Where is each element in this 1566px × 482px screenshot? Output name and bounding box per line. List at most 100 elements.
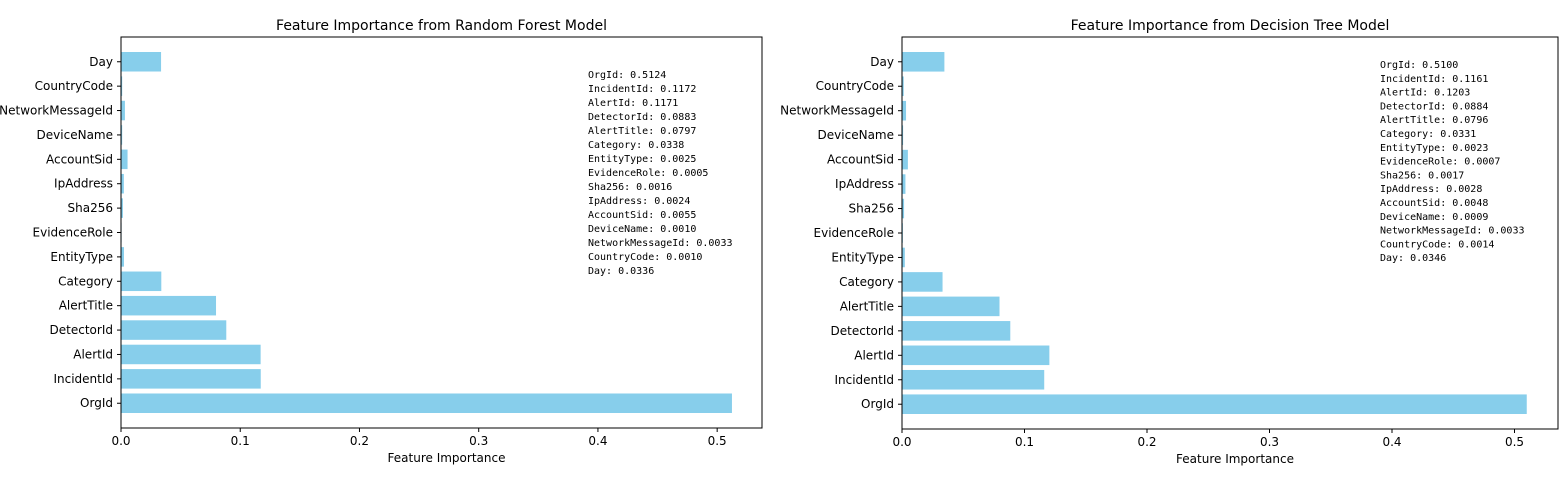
category-label: EntityType — [50, 250, 113, 264]
annotation-line: EntityType: 0.0025 — [588, 154, 696, 165]
annotation-line: Day: 0.0346 — [1380, 253, 1446, 264]
annotation-line: DeviceName: 0.0009 — [1380, 212, 1488, 223]
category-label: CountryCode — [816, 79, 894, 93]
x-tick-label: 0.4 — [588, 434, 607, 448]
annotation-line: Sha256: 0.0016 — [588, 182, 672, 193]
annotation-line: AccountSid: 0.0055 — [588, 210, 696, 221]
category-label: Sha256 — [849, 202, 894, 216]
bar-ipaddress — [902, 174, 906, 194]
category-label: IpAddress — [835, 177, 894, 191]
x-tick-label: 0.3 — [1260, 435, 1279, 449]
annotation-line: AccountSid: 0.0048 — [1380, 198, 1488, 209]
annotation-line: CountryCode: 0.0014 — [1380, 239, 1494, 250]
category-label: IpAddress — [54, 177, 113, 191]
bar-alerttitle — [121, 295, 217, 316]
category-label: Category — [839, 275, 894, 289]
bar-networkmessageid — [121, 100, 125, 121]
annotation-line: IpAddress: 0.0024 — [588, 196, 690, 207]
annotation-line: CountryCode: 0.0010 — [588, 252, 702, 263]
annotation-line: AlertTitle: 0.0796 — [1380, 115, 1488, 126]
bar-detectorid — [902, 321, 1011, 341]
annotation-line: IncidentId: 0.1172 — [588, 84, 696, 95]
category-label: OrgId — [80, 396, 113, 410]
category-label: IncidentId — [834, 373, 894, 387]
annotation-line: IpAddress: 0.0028 — [1380, 184, 1482, 195]
x-tick-label: 0.5 — [708, 434, 727, 448]
bar-orgid — [902, 394, 1527, 414]
plot-frame — [120, 36, 763, 429]
category-label: DetectorId — [50, 323, 113, 337]
category-label: AccountSid — [827, 153, 894, 167]
bar-networkmessageid — [902, 100, 907, 121]
bar-alerttitle — [902, 296, 1000, 317]
category-label: Day — [870, 55, 894, 69]
category-label: CountryCode — [35, 79, 113, 93]
annotation-line: DeviceName: 0.0010 — [588, 224, 696, 235]
x-axis-label: Feature Importance — [388, 451, 506, 465]
x-tick-label: 0.0 — [111, 434, 130, 448]
category-label: DeviceName — [37, 128, 113, 142]
bar-entitytype — [121, 247, 124, 267]
bar-incidentid — [902, 369, 1045, 390]
bar-countrycode — [121, 76, 123, 96]
annotation-line: OrgId: 0.5100 — [1380, 60, 1458, 71]
annotation-line: EntityType: 0.0023 — [1380, 143, 1488, 154]
category-label: AccountSid — [46, 152, 113, 166]
decision-tree-chart: Feature Importance from Decision Tree Mo… — [780, 18, 1559, 466]
annotation-line: AlertId: 0.1203 — [1380, 88, 1470, 99]
bar-accountsid — [121, 149, 128, 170]
x-tick-label: 0.0 — [892, 435, 911, 449]
annotation-line: IncidentId: 0.1161 — [1380, 74, 1488, 85]
random-forest-chart: Feature Importance from Random Forest Mo… — [0, 18, 763, 465]
category-label: AlertId — [854, 348, 894, 362]
x-tick-label: 0.2 — [350, 434, 369, 448]
annotation-line: EvidenceRole: 0.0005 — [588, 168, 708, 179]
annotation-line: DetectorId: 0.0884 — [1380, 101, 1488, 112]
annotation-line: NetworkMessageId: 0.0033 — [588, 238, 733, 249]
x-tick-label: 0.4 — [1382, 435, 1401, 449]
category-label: DetectorId — [831, 324, 894, 338]
category-label: NetworkMessageId — [780, 104, 894, 118]
bar-orgid — [121, 393, 732, 413]
category-label: Sha256 — [68, 201, 113, 215]
bar-ipaddress — [121, 173, 124, 194]
plot-frame — [901, 36, 1559, 430]
category-label: AlertTitle — [840, 299, 894, 313]
category-label: EntityType — [831, 250, 894, 264]
bar-alertid — [121, 344, 261, 365]
category-label: Day — [89, 55, 113, 69]
bar-countrycode — [902, 76, 904, 97]
annotation-line: AlertId: 0.1171 — [588, 98, 678, 109]
category-label: DeviceName — [818, 128, 894, 142]
annotation-line: EvidenceRole: 0.0007 — [1380, 157, 1500, 168]
x-tick-label: 0.2 — [1137, 435, 1156, 449]
annotation-line: Category: 0.0338 — [588, 140, 684, 151]
bar-accountsid — [902, 149, 908, 170]
x-tick-label: 0.1 — [231, 434, 250, 448]
category-label: OrgId — [861, 397, 894, 411]
bar-category — [121, 271, 162, 292]
bar-day — [902, 52, 945, 72]
category-label: AlertId — [73, 347, 113, 361]
category-label: EvidenceRole — [33, 226, 113, 240]
x-tick-label: 0.3 — [469, 434, 488, 448]
chart-title: Feature Importance from Decision Tree Mo… — [1071, 18, 1390, 34]
bar-alertid — [902, 345, 1050, 366]
annotation-line: OrgId: 0.5124 — [588, 70, 666, 81]
x-tick-label: 0.1 — [1015, 435, 1034, 449]
bar-detectorid — [121, 320, 227, 340]
category-label: EvidenceRole — [814, 226, 894, 240]
bar-category — [902, 272, 943, 292]
bar-sha256 — [902, 198, 905, 219]
annotation-line: Day: 0.0336 — [588, 266, 654, 277]
annotation-line: Sha256: 0.0017 — [1380, 170, 1464, 181]
bar-day — [121, 52, 162, 72]
bar-entitytype — [902, 247, 905, 268]
bar-sha256 — [121, 198, 123, 218]
category-label: NetworkMessageId — [0, 104, 113, 118]
category-label: Category — [58, 274, 113, 288]
annotation-line: NetworkMessageId: 0.0033 — [1380, 226, 1525, 237]
category-label: IncidentId — [53, 372, 113, 386]
x-tick-label: 0.5 — [1505, 435, 1524, 449]
